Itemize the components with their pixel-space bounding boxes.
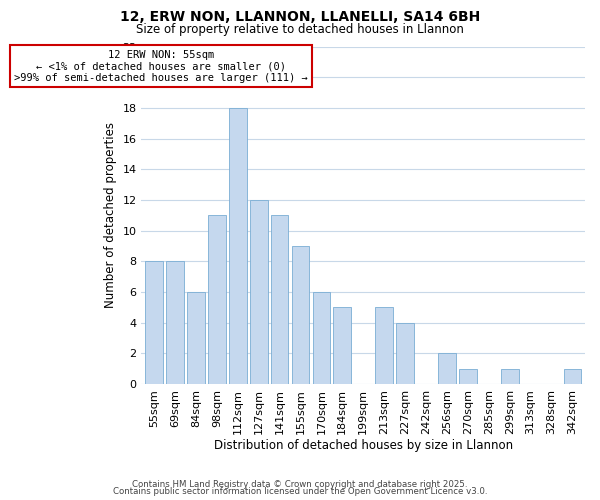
Bar: [563, 368, 581, 384]
Bar: [459, 368, 477, 384]
Bar: [145, 261, 163, 384]
Bar: [271, 215, 289, 384]
Y-axis label: Number of detached properties: Number of detached properties: [104, 122, 117, 308]
Bar: [250, 200, 268, 384]
Bar: [501, 368, 518, 384]
Bar: [229, 108, 247, 384]
X-axis label: Distribution of detached houses by size in Llannon: Distribution of detached houses by size …: [214, 440, 513, 452]
Text: Contains HM Land Registry data © Crown copyright and database right 2025.: Contains HM Land Registry data © Crown c…: [132, 480, 468, 489]
Bar: [438, 354, 456, 384]
Bar: [396, 322, 414, 384]
Bar: [375, 308, 393, 384]
Text: 12, ERW NON, LLANNON, LLANELLI, SA14 6BH: 12, ERW NON, LLANNON, LLANELLI, SA14 6BH: [120, 10, 480, 24]
Bar: [292, 246, 310, 384]
Text: 12 ERW NON: 55sqm
← <1% of detached houses are smaller (0)
>99% of semi-detached: 12 ERW NON: 55sqm ← <1% of detached hous…: [14, 50, 308, 83]
Bar: [208, 215, 226, 384]
Bar: [166, 261, 184, 384]
Text: Size of property relative to detached houses in Llannon: Size of property relative to detached ho…: [136, 22, 464, 36]
Bar: [334, 308, 351, 384]
Text: Contains public sector information licensed under the Open Government Licence v3: Contains public sector information licen…: [113, 487, 487, 496]
Bar: [187, 292, 205, 384]
Bar: [313, 292, 330, 384]
